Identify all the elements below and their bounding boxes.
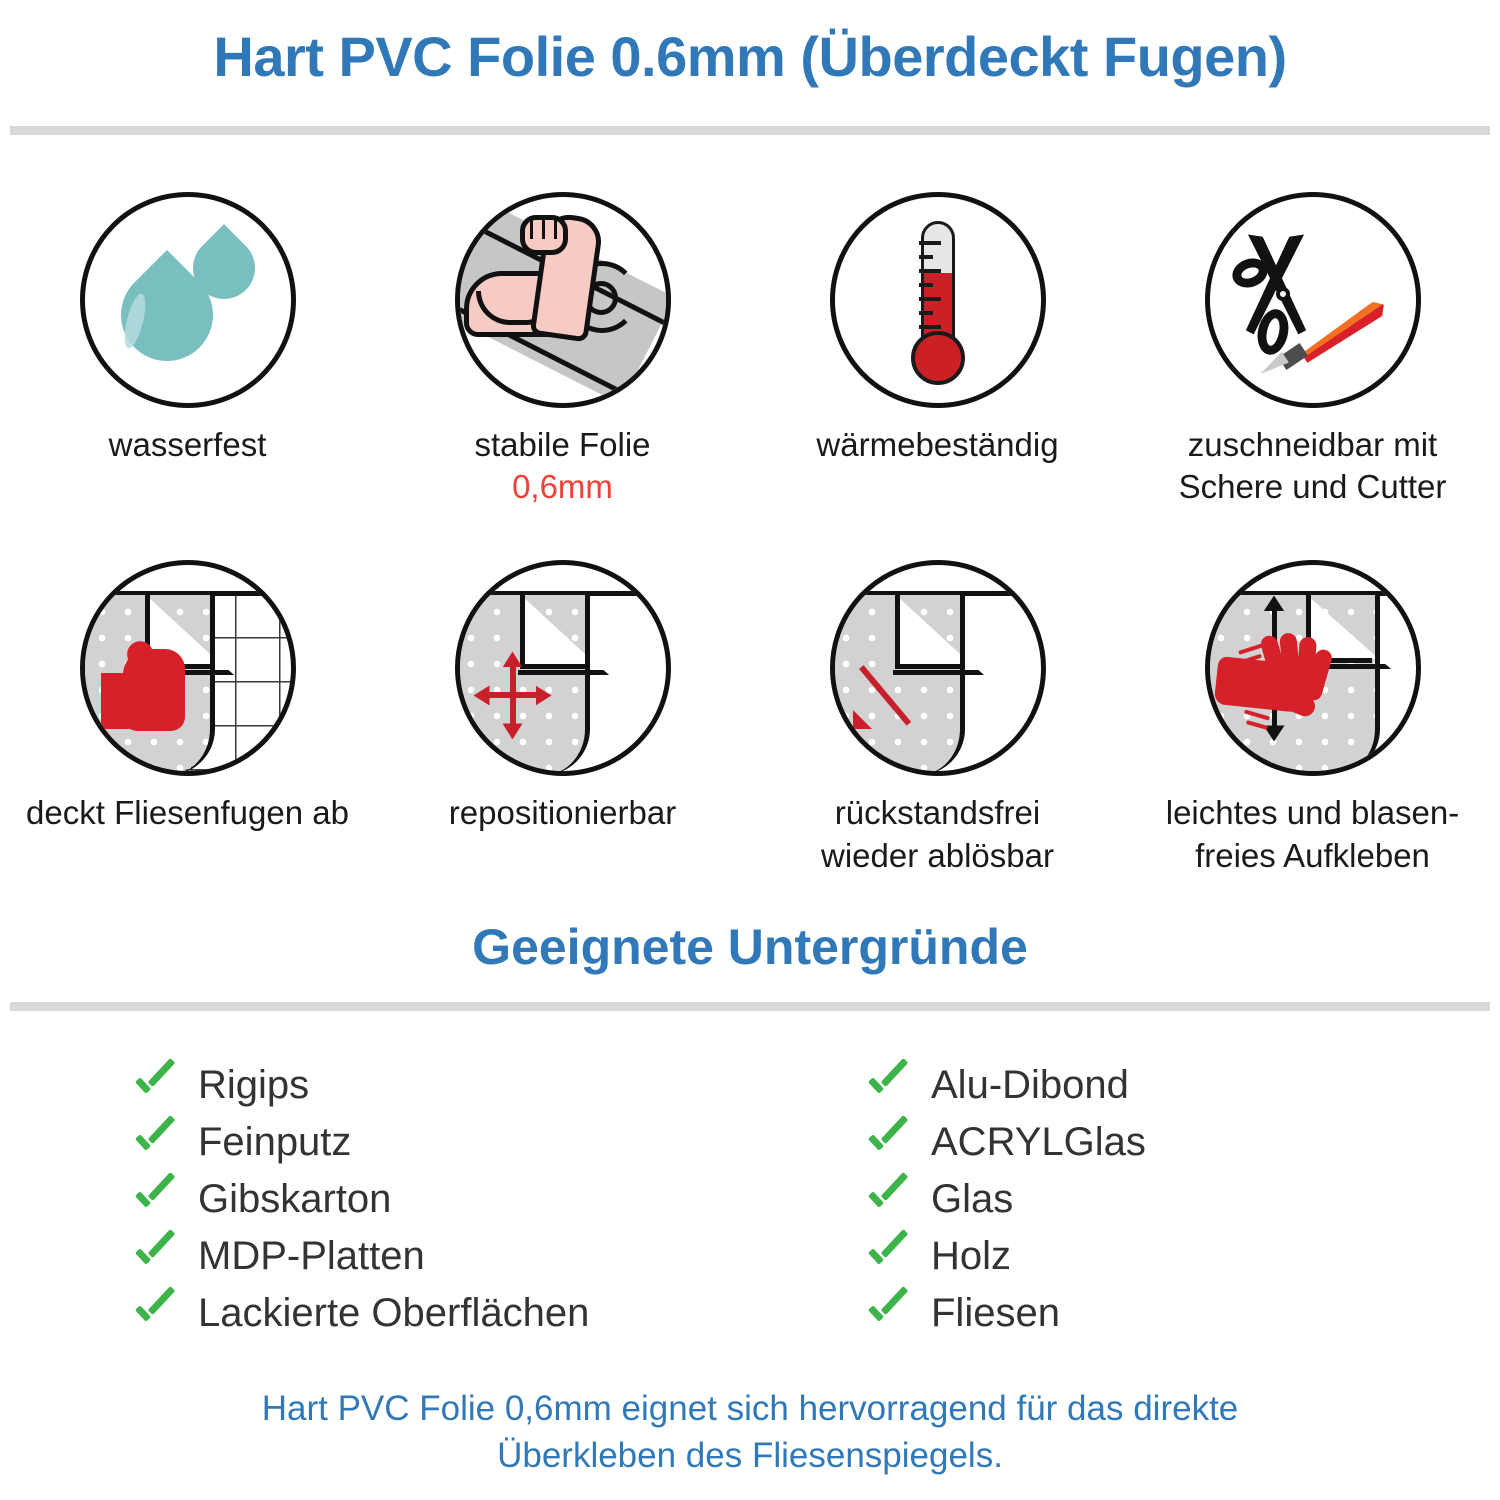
- list-item: Fliesen: [865, 1284, 1500, 1341]
- feature-row-1: wasserfest: [0, 192, 1500, 508]
- check-icon: [132, 1179, 180, 1219]
- feature-label-line: stabile Folie: [474, 426, 651, 463]
- feature-zuschneidbar: zuschneidbar mit Schere und Cutter: [1125, 192, 1500, 508]
- feature-wasserfest: wasserfest: [0, 192, 375, 508]
- feature-deckt-fliesenfugen: deckt Fliesenfugen ab: [0, 560, 375, 876]
- check-icon: [865, 1293, 913, 1333]
- feature-label-line: wieder ablösbar: [821, 836, 1054, 874]
- list-item-label: Rigips: [198, 1062, 310, 1107]
- feature-row-2: deckt Fliesenfugen ab: [0, 560, 1500, 876]
- list-item-label: Lackierte Oberflächen: [198, 1290, 590, 1335]
- substrates-right-column: Alu-Dibond ACRYLGlas Glas Holz Fliesen: [750, 1056, 1500, 1341]
- check-icon: [865, 1179, 913, 1219]
- check-icon: [132, 1293, 180, 1333]
- feature-aufkleben: leichtes und blasen- freies Aufkleben: [1125, 560, 1500, 876]
- list-item-label: Alu-Dibond: [931, 1062, 1129, 1107]
- feature-label-line: wärmebeständig: [816, 426, 1059, 463]
- thermometer-icon: [829, 192, 1046, 408]
- feature-waermebestaendig: wärmebeständig: [750, 192, 1125, 508]
- feature-label-line: deckt Fliesenfugen ab: [26, 794, 349, 832]
- water-drops-icon: [79, 192, 296, 408]
- list-item: ACRYLGlas: [865, 1113, 1500, 1170]
- list-item: MDP-Platten: [132, 1227, 750, 1284]
- feature-label-line: freies Aufkleben: [1195, 836, 1430, 874]
- list-item-label: Gibskarton: [198, 1176, 392, 1221]
- flexing-arm-icon: [454, 192, 671, 408]
- check-icon: [132, 1065, 180, 1105]
- list-item: Glas: [865, 1170, 1500, 1227]
- check-icon: [132, 1236, 180, 1276]
- list-item-label: ACRYLGlas: [931, 1119, 1146, 1164]
- scissors-cutter-icon: [1204, 192, 1421, 408]
- feature-label: repositionierbar: [449, 792, 676, 834]
- list-item: Feinputz: [132, 1113, 750, 1170]
- feature-label-line: repositionierbar: [448, 794, 677, 832]
- substrates-lists: Rigips Feinputz Gibskarton MDP-Platten L…: [0, 1056, 1500, 1341]
- feature-label: deckt Fliesenfugen ab: [26, 792, 349, 834]
- feature-label: rückstandsfrei wieder ablösbar: [821, 792, 1054, 876]
- list-item-label: Feinputz: [198, 1119, 352, 1164]
- footer-line: Hart PVC Folie 0,6mm eignet sich hervorr…: [261, 1389, 1239, 1428]
- feature-sublabel: 0,6mm: [512, 468, 613, 506]
- check-icon: [865, 1122, 913, 1162]
- feature-stabile-folie: stabile Folie 0,6mm: [375, 192, 750, 508]
- list-item: Gibskarton: [132, 1170, 750, 1227]
- substrates-heading: Geeignete Untergründe: [472, 919, 1028, 975]
- feature-rueckstandsfrei: rückstandsfrei wieder ablösbar: [750, 560, 1125, 876]
- list-item: Lackierte Oberflächen: [132, 1284, 750, 1341]
- list-item: Rigips: [132, 1056, 750, 1113]
- thumbs-up-tiles-icon: [79, 560, 296, 777]
- feature-label-line: zuschneidbar mit: [1187, 426, 1438, 463]
- divider-top: [10, 126, 1490, 135]
- page-title: Hart PVC Folie 0.6mm (Überdeckt Fugen): [213, 25, 1287, 88]
- peel-arrow-icon: [829, 560, 1046, 777]
- feature-label-line: leichtes und blasen-: [1165, 794, 1460, 832]
- footer-line: Überkleben des Fliesenspiegels.: [497, 1435, 1003, 1475]
- list-item: Alu-Dibond: [865, 1056, 1500, 1113]
- divider-middle: [10, 1002, 1490, 1011]
- feature-label-line: rückstandsfrei: [834, 794, 1041, 832]
- list-item-label: Holz: [931, 1233, 1012, 1278]
- four-way-arrow-icon: [454, 560, 671, 777]
- feature-repositionierbar: repositionierbar: [375, 560, 750, 876]
- feature-grid: wasserfest: [0, 192, 1500, 877]
- check-icon: [865, 1236, 913, 1276]
- feature-label-line: wasserfest: [108, 426, 267, 463]
- feature-label: zuschneidbar mit Schere und Cutter: [1179, 424, 1447, 508]
- feature-label: leichtes und blasen- freies Aufkleben: [1166, 792, 1460, 876]
- feature-label: stabile Folie 0,6mm: [474, 424, 650, 508]
- list-item-label: Fliesen: [931, 1290, 1060, 1335]
- smoothing-hand-icon: [1204, 560, 1421, 777]
- feature-label: wasserfest: [109, 424, 267, 466]
- footer-note: Hart PVC Folie 0,6mm eignet sich hervorr…: [0, 1386, 1500, 1479]
- list-item-label: MDP-Platten: [198, 1233, 425, 1278]
- substrates-left-column: Rigips Feinputz Gibskarton MDP-Platten L…: [0, 1056, 750, 1341]
- list-item: Holz: [865, 1227, 1500, 1284]
- feature-label-line: Schere und Cutter: [1178, 468, 1447, 506]
- check-icon: [132, 1122, 180, 1162]
- check-icon: [865, 1065, 913, 1105]
- list-item-label: Glas: [931, 1176, 1014, 1221]
- feature-label: wärmebeständig: [816, 424, 1058, 466]
